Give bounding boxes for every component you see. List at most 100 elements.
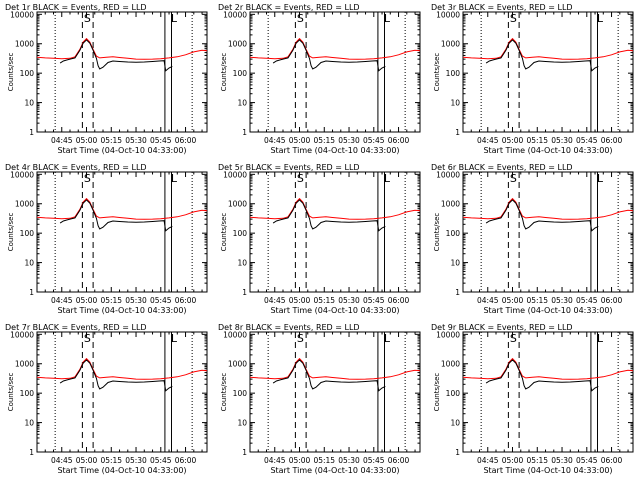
- x-axis-label: Start Time (04-Oct-10 04:33:00): [483, 146, 612, 155]
- panel-2: Det 2r BLACK = Events, RED = LLD 1 10 100 10…: [218, 3, 421, 155]
- marker-label: L: [597, 12, 604, 25]
- x-tick-label: 05:45: [363, 136, 385, 145]
- y-tick-label: 10: [450, 99, 460, 108]
- y-tick-label: 10000: [436, 330, 460, 339]
- series-lld-line: [249, 357, 421, 380]
- panel-title: Det 3r BLACK = Events, RED = LLD: [431, 3, 573, 12]
- panel-title: Det 8r BLACK = Events, RED = LLD: [218, 323, 360, 332]
- panel-title: Det 7r BLACK = Events, RED = LLD: [5, 323, 147, 332]
- x-tick-label: 05:15: [100, 296, 122, 305]
- y-tick-label: 1000: [15, 360, 34, 369]
- series-events-line: [485, 359, 599, 392]
- x-axis-label: Start Time (04-Oct-10 04:33:00): [270, 146, 399, 155]
- series-lld-line: [36, 37, 208, 60]
- y-tick-label: 1: [455, 448, 460, 457]
- x-tick-label: 05:45: [363, 456, 385, 465]
- x-axis-label: Start Time (04-Oct-10 04:33:00): [270, 466, 399, 475]
- x-tick-label: 05:45: [150, 136, 172, 145]
- x-tick-label: 05:15: [313, 136, 335, 145]
- y-axis-label: Counts/sec: [7, 213, 15, 252]
- marker-label: S: [84, 12, 91, 25]
- x-tick-label: 06:00: [601, 456, 623, 465]
- y-tick-label: 1: [455, 128, 460, 137]
- y-axis-label: Counts/sec: [433, 213, 441, 252]
- x-tick-label: 05:45: [150, 296, 172, 305]
- y-tick-label: 100: [20, 229, 35, 238]
- marker-label: S: [297, 172, 304, 185]
- panel-title: Det 4r BLACK = Events, RED = LLD: [5, 163, 147, 172]
- series-events-line: [485, 39, 599, 72]
- y-axis-label: Counts/sec: [433, 53, 441, 92]
- y-tick-label: 100: [446, 229, 461, 238]
- x-tick-label: 06:00: [388, 296, 410, 305]
- x-tick-label: 05:45: [576, 456, 598, 465]
- x-tick-label: 06:00: [175, 296, 197, 305]
- panel-title: Det 9r BLACK = Events, RED = LLD: [431, 323, 573, 332]
- x-tick-label: 04:45: [51, 296, 73, 305]
- marker-label: S: [297, 12, 304, 25]
- x-tick-label: 05:15: [313, 456, 335, 465]
- y-tick-label: 1: [242, 448, 247, 457]
- series-lld-line: [36, 197, 208, 220]
- x-tick-label: 05:00: [289, 296, 311, 305]
- marker-label: S: [297, 332, 304, 345]
- x-tick-label: 05:45: [576, 296, 598, 305]
- series-events-line: [59, 39, 173, 72]
- y-tick-label: 10000: [10, 10, 34, 19]
- panel-7: Det 7r BLACK = Events, RED = LLD 1 10 100 10…: [5, 323, 208, 475]
- x-axis-label: Start Time (04-Oct-10 04:33:00): [57, 466, 186, 475]
- x-tick-label: 05:30: [338, 456, 360, 465]
- marker-label: L: [597, 332, 604, 345]
- y-tick-label: 100: [233, 229, 248, 238]
- x-tick-label: 04:45: [264, 296, 286, 305]
- x-tick-label: 05:00: [76, 136, 98, 145]
- x-tick-label: 04:45: [477, 456, 499, 465]
- y-tick-label: 10000: [10, 330, 34, 339]
- y-tick-label: 1000: [441, 40, 460, 49]
- x-tick-label: 05:15: [313, 296, 335, 305]
- panel-6: Det 6r BLACK = Events, RED = LLD 1 10 100 10…: [431, 163, 634, 315]
- marker-label: S: [84, 172, 91, 185]
- x-tick-label: 05:30: [551, 456, 573, 465]
- y-tick-label: 1000: [15, 40, 34, 49]
- y-tick-label: 10: [450, 259, 460, 268]
- y-tick-label: 10000: [223, 330, 247, 339]
- x-tick-label: 04:45: [51, 136, 73, 145]
- series-lld-line: [462, 37, 634, 60]
- x-tick-label: 05:15: [100, 456, 122, 465]
- panel-title: Det 1r BLACK = Events, RED = LLD: [5, 3, 147, 12]
- marker-label: S: [510, 172, 517, 185]
- series-events-line: [59, 199, 173, 232]
- marker-label: L: [384, 12, 391, 25]
- x-tick-label: 05:00: [289, 136, 311, 145]
- marker-label: S: [510, 332, 517, 345]
- axes-frame: [249, 11, 421, 133]
- x-tick-label: 05:00: [502, 456, 524, 465]
- x-tick-label: 05:15: [526, 136, 548, 145]
- x-axis-label: Start Time (04-Oct-10 04:33:00): [270, 306, 399, 315]
- x-tick-label: 04:45: [477, 136, 499, 145]
- marker-label: L: [384, 172, 391, 185]
- x-tick-label: 05:30: [338, 136, 360, 145]
- y-axis-label: Counts/sec: [7, 373, 15, 412]
- x-tick-label: 05:00: [502, 136, 524, 145]
- x-tick-label: 05:30: [551, 136, 573, 145]
- axes-frame: [36, 331, 208, 453]
- y-tick-label: 1000: [228, 40, 247, 49]
- x-axis-label: Start Time (04-Oct-10 04:33:00): [57, 306, 186, 315]
- y-tick-label: 10000: [223, 170, 247, 179]
- axes-frame: [249, 331, 421, 453]
- x-tick-label: 04:45: [477, 296, 499, 305]
- x-tick-label: 05:30: [125, 136, 147, 145]
- x-tick-label: 04:45: [264, 136, 286, 145]
- x-tick-label: 05:30: [551, 296, 573, 305]
- x-tick-label: 05:30: [125, 456, 147, 465]
- y-tick-label: 1: [242, 288, 247, 297]
- x-tick-label: 05:45: [150, 456, 172, 465]
- x-tick-label: 05:15: [100, 136, 122, 145]
- x-tick-label: 06:00: [388, 456, 410, 465]
- series-lld-line: [249, 197, 421, 220]
- y-axis-label: Counts/sec: [220, 53, 228, 92]
- x-tick-label: 05:00: [76, 296, 98, 305]
- y-axis-label: Counts/sec: [220, 213, 228, 252]
